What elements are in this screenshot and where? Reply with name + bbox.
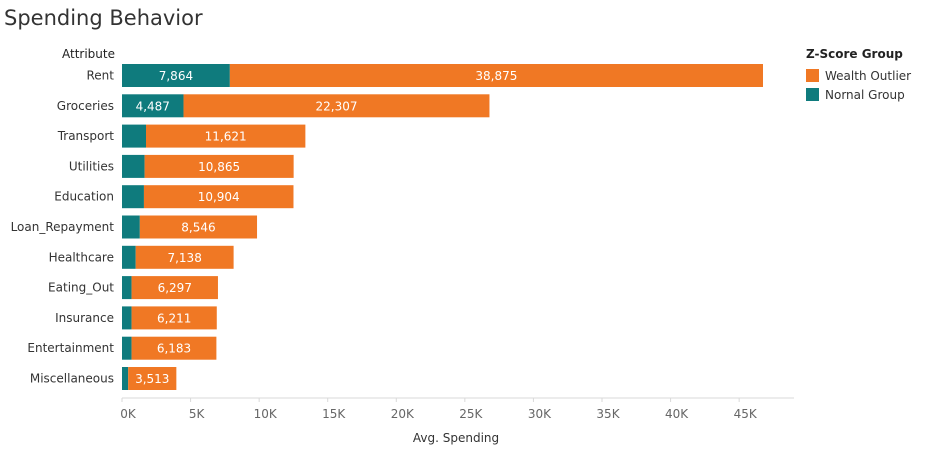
legend-label: Nornal Group [825,87,905,102]
bar-wealth-outlier [229,64,763,87]
legend-title: Z-Score Group [806,47,903,61]
category-label: Eating_Out [48,281,114,295]
data-label: 7,138 [167,251,201,265]
data-label: 4,487 [136,99,170,113]
data-label: 7,864 [159,69,193,83]
bar-nornal-group [122,124,146,148]
x-tick-label: 25K [459,407,483,421]
category-label: Education [54,190,114,204]
x-tick-label: 35K [596,407,620,421]
data-label: 6,211 [157,311,191,325]
category-label: Utilities [69,159,114,173]
legend-swatch [806,69,819,82]
bar-wealth-outlier [183,94,490,118]
legend-item-wealth-outlier[interactable]: Wealth Outlier [806,66,911,85]
bar-wealth-outlier [128,367,177,390]
bar-wealth-outlier [131,336,217,360]
bar-nornal-group [122,306,132,330]
bar-nornal-group [122,94,184,118]
x-tick-label: 40K [665,407,689,421]
category-label: Miscellaneous [30,372,114,386]
category-label: Rent [87,69,115,83]
category-label: Transport [57,129,115,143]
x-tick-label: 10K [254,407,278,421]
bar-wealth-outlier [143,185,294,209]
bar-nornal-group [122,245,136,269]
bar-nornal-group [122,276,132,300]
legend-swatch [806,88,819,101]
category-label: Loan_Repayment [11,220,115,234]
legend-label: Wealth Outlier [825,68,912,83]
x-tick-label: 0K [120,407,137,421]
x-tick-label: 30K [528,407,552,421]
x-tick-label: 45K [734,407,758,421]
x-axis-label: Avg. Spending [412,431,500,445]
legend: Z-Score Group Wealth Outlier Nornal Grou… [806,47,911,104]
x-tick-label: 15K [322,407,346,421]
bar-nornal-group [122,215,140,239]
bar-wealth-outlier [139,215,258,239]
data-label: 6,297 [158,281,192,295]
bar-wealth-outlier [144,154,294,178]
category-label: Insurance [55,311,114,325]
category-label: Healthcare [49,250,114,264]
bar-nornal-group [122,367,129,390]
data-label: 10,904 [198,190,240,204]
data-label: 11,621 [205,130,247,144]
data-label: 10,865 [198,160,240,174]
bar-nornal-group [122,336,132,360]
category-label: Entertainment [27,341,114,355]
bar-nornal-group [122,154,145,178]
data-label: 38,875 [475,69,517,83]
bar-wealth-outlier [131,276,218,300]
bar-wealth-outlier [146,124,306,148]
bar-wealth-outlier [135,245,234,269]
bar-nornal-group [122,64,230,87]
legend-item-nornal-group[interactable]: Nornal Group [806,85,911,104]
chart-title: Spending Behavior [4,6,203,30]
bar-nornal-group [122,185,144,209]
data-label: 22,307 [315,99,357,113]
category-label: Groceries [57,99,114,113]
x-tick-label: 20K [391,407,415,421]
data-label: 8,546 [181,221,215,235]
x-tick-label: 5K [189,407,206,421]
data-label: 3,513 [135,372,169,386]
bar-wealth-outlier [131,306,217,330]
category-header: Attribute [62,47,115,61]
data-label: 6,183 [157,342,191,356]
